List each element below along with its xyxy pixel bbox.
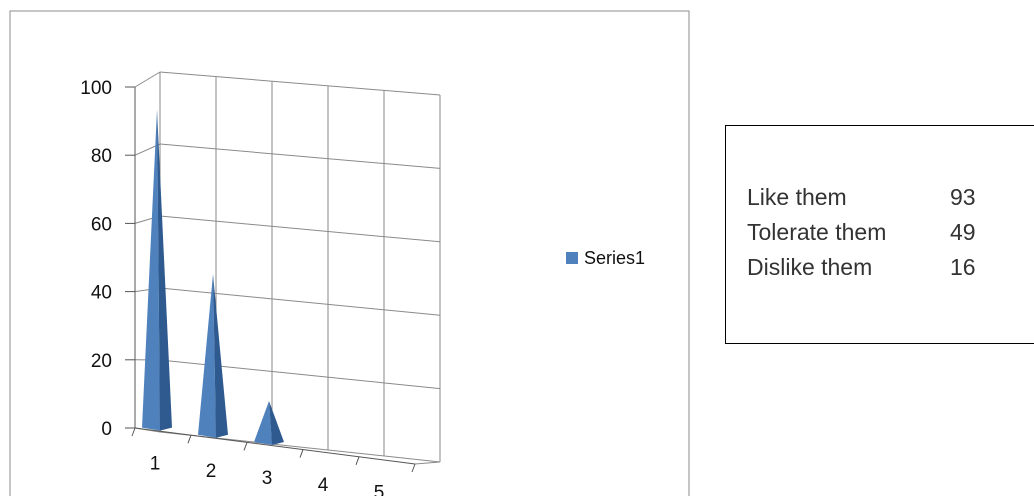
y-axis-ticks: 0 20 40 60 80 100 (80, 78, 135, 440)
table-row: Dislike them 16 (747, 250, 1010, 285)
row-label: Like them (747, 184, 847, 210)
x-axis-ticks: 1 2 3 4 5 (131, 427, 416, 496)
y-tick-label: 80 (91, 146, 112, 167)
gridline-horizontal (159, 287, 441, 316)
y-tick-label: 60 (91, 214, 112, 235)
bars (142, 109, 284, 445)
gridline-horizontal (159, 143, 441, 169)
floor-edge (414, 461, 441, 465)
row-value: 93 (950, 184, 976, 210)
x-tick-label: 5 (374, 482, 385, 496)
y-tick-label: 20 (91, 351, 112, 372)
legend-label: Series1 (584, 248, 645, 268)
x-tick-mark (243, 442, 248, 451)
bar-face-side (213, 274, 228, 438)
bar-face-front (198, 274, 216, 438)
x-tick-mark (411, 463, 416, 473)
gridline-horizontal (159, 215, 441, 243)
gridline-horizontal (159, 71, 441, 96)
table-row: Tolerate them 49 (747, 215, 1010, 250)
legend: Series1 (566, 248, 645, 268)
x-tick-mark (299, 449, 304, 458)
bar-face-front (142, 109, 160, 431)
bar (198, 274, 228, 438)
y-tick-label: 0 (101, 419, 112, 440)
row-label: Dislike them (747, 254, 873, 280)
table-row: Like them 93 (747, 180, 1010, 215)
row-label: Tolerate them (747, 219, 887, 245)
x-tick-label: 4 (318, 475, 329, 496)
y-tick-label: 40 (91, 283, 112, 304)
bar-face-front (254, 400, 272, 445)
x-tick-mark (131, 427, 136, 437)
table-rows: Like them 93 Tolerate them 49 Dislike th… (747, 180, 1010, 285)
bar (142, 109, 172, 431)
x-tick-label: 3 (262, 468, 273, 489)
row-value: 16 (950, 254, 976, 280)
bar-face-side (269, 400, 284, 445)
bar-face-side (157, 109, 172, 431)
row-value: 49 (950, 219, 976, 245)
x-tick-mark (187, 435, 192, 444)
y-tick-label: 100 (80, 78, 112, 99)
legend-swatch (566, 252, 578, 264)
x-tick-label: 1 (150, 454, 161, 475)
bar (254, 400, 284, 445)
data-table: Like them 93 Tolerate them 49 Dislike th… (725, 125, 1034, 344)
gridline-side (134, 71, 161, 88)
x-tick-label: 2 (206, 461, 217, 482)
x-tick-mark (355, 456, 360, 465)
x-axis-line (134, 427, 416, 465)
